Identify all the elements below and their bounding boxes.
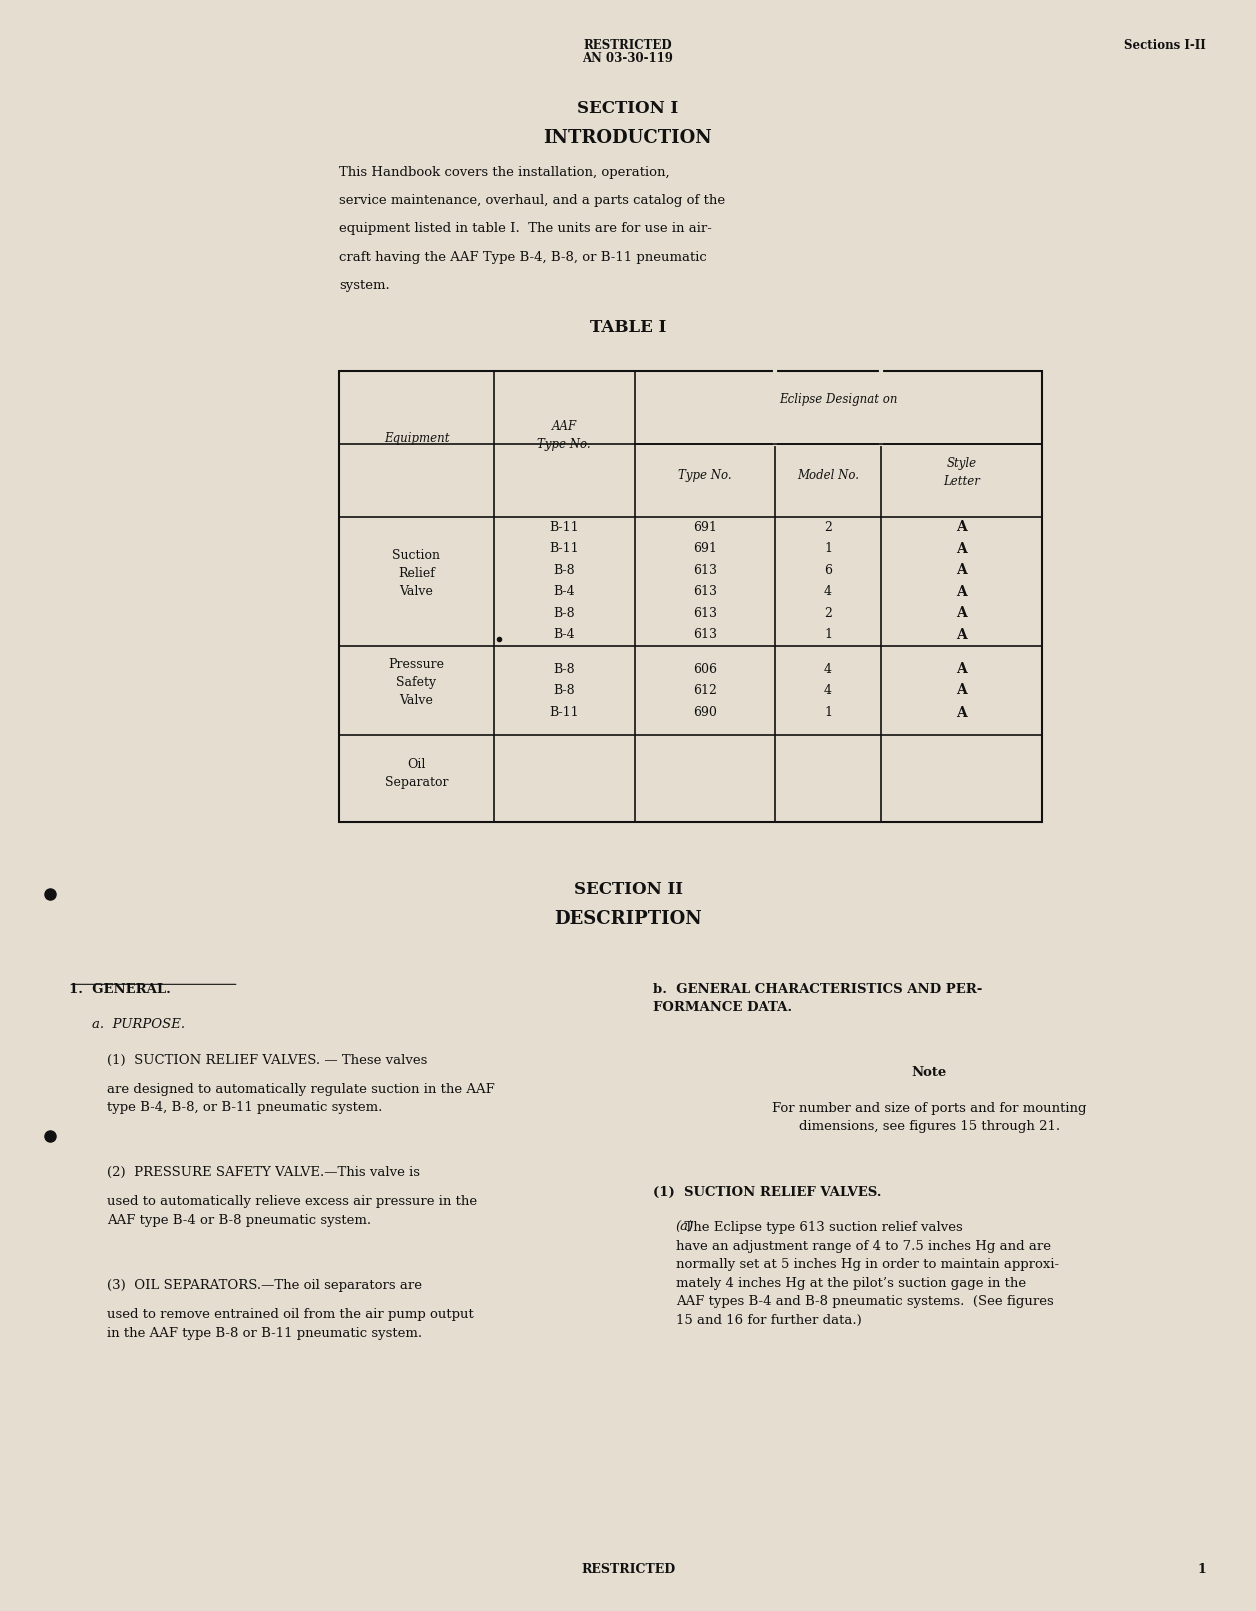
Text: This Handbook covers the installation, operation,: This Handbook covers the installation, o… — [339, 166, 669, 179]
Text: 2: 2 — [824, 520, 831, 533]
Text: Model No.: Model No. — [798, 469, 859, 482]
Text: 4: 4 — [824, 585, 831, 598]
Text: 613: 613 — [693, 607, 717, 620]
Text: 613: 613 — [693, 585, 717, 598]
Text: (2)  PRESSURE SAFETY VALVE.—This valve is: (2) PRESSURE SAFETY VALVE.—This valve is — [107, 1166, 420, 1179]
Text: used to automatically relieve excess air pressure in the
AAF type B-4 or B-8 pne: used to automatically relieve excess air… — [107, 1195, 477, 1228]
Text: B-8: B-8 — [554, 683, 575, 696]
Text: 613: 613 — [693, 564, 717, 577]
Text: SECTION I: SECTION I — [578, 100, 678, 118]
Text: A: A — [956, 541, 967, 556]
Text: B-11: B-11 — [549, 543, 579, 556]
Text: Type No.: Type No. — [678, 469, 732, 482]
Text: B-8: B-8 — [554, 662, 575, 675]
Text: 4: 4 — [824, 662, 831, 675]
Text: 690: 690 — [693, 706, 717, 719]
Text: INTRODUCTION: INTRODUCTION — [544, 129, 712, 147]
Text: Eclipse Designation: Eclipse Designation — [779, 393, 898, 406]
Text: equipment listed in table I.  The units are for use in air-: equipment listed in table I. The units a… — [339, 222, 712, 235]
Text: B-4: B-4 — [554, 585, 575, 598]
Text: system.: system. — [339, 279, 389, 292]
Text: DESCRIPTION: DESCRIPTION — [554, 910, 702, 928]
Text: 1: 1 — [824, 706, 831, 719]
Text: The Eclipse type 613 suction relief valves
have an adjustment range of 4 to 7.5 : The Eclipse type 613 suction relief valv… — [676, 1221, 1059, 1326]
Text: AN 03-30-119: AN 03-30-119 — [583, 52, 673, 64]
Text: A: A — [956, 662, 967, 677]
Text: AAF
Type No.: AAF Type No. — [538, 420, 592, 451]
Text: a.  PURPOSE.: a. PURPOSE. — [92, 1018, 185, 1031]
Text: Oil
Separator: Oil Separator — [384, 757, 448, 789]
Text: 6: 6 — [824, 564, 831, 577]
Text: A: A — [956, 585, 967, 599]
Text: B-11: B-11 — [549, 706, 579, 719]
Text: 2: 2 — [824, 607, 831, 620]
Text: 691: 691 — [693, 520, 717, 533]
Text: 691: 691 — [693, 543, 717, 556]
Text: B-11: B-11 — [549, 520, 579, 533]
Text: Suction
Relief
Valve: Suction Relief Valve — [392, 549, 441, 598]
Text: (a): (a) — [676, 1221, 693, 1234]
Text: b.  GENERAL CHARACTERISTICS AND PER-
FORMANCE DATA.: b. GENERAL CHARACTERISTICS AND PER- FORM… — [653, 983, 982, 1015]
Text: A: A — [956, 606, 967, 620]
Text: RESTRICTED: RESTRICTED — [582, 1563, 674, 1576]
Text: (1)  SUCTION RELIEF VALVES.: (1) SUCTION RELIEF VALVES. — [653, 1186, 882, 1199]
Text: (3)  OIL SEPARATORS.—The oil separators are: (3) OIL SEPARATORS.—The oil separators a… — [107, 1279, 422, 1292]
Text: A: A — [956, 628, 967, 641]
Text: craft having the AAF Type B-4, B-8, or B-11 pneumatic: craft having the AAF Type B-4, B-8, or B… — [339, 250, 707, 264]
Bar — [339, 371, 1042, 822]
Text: Equipment: Equipment — [384, 432, 450, 445]
Text: SECTION II: SECTION II — [574, 881, 682, 899]
Text: B-8: B-8 — [554, 607, 575, 620]
Text: A: A — [956, 706, 967, 720]
Text: A: A — [956, 564, 967, 577]
Text: 1: 1 — [824, 543, 831, 556]
Text: 1: 1 — [1197, 1563, 1206, 1576]
Text: Note: Note — [912, 1066, 947, 1079]
Text: B-4: B-4 — [554, 628, 575, 641]
Text: TABLE I: TABLE I — [590, 319, 666, 337]
Text: are designed to automatically regulate suction in the AAF
type B-4, B-8, or B-11: are designed to automatically regulate s… — [107, 1083, 495, 1115]
Text: service maintenance, overhaul, and a parts catalog of the: service maintenance, overhaul, and a par… — [339, 193, 725, 208]
Text: used to remove entrained oil from the air pump output
in the AAF type B-8 or B-1: used to remove entrained oil from the ai… — [107, 1308, 474, 1340]
Text: 1: 1 — [824, 628, 831, 641]
Text: Sections I-II: Sections I-II — [1124, 39, 1206, 52]
Text: B-8: B-8 — [554, 564, 575, 577]
Text: RESTRICTED: RESTRICTED — [584, 39, 672, 52]
Text: Style
Letter: Style Letter — [943, 456, 980, 488]
Text: 1.  GENERAL.: 1. GENERAL. — [69, 983, 171, 996]
Text: For number and size of ports and for mounting
dimensions, see figures 15 through: For number and size of ports and for mou… — [772, 1102, 1086, 1134]
Text: A: A — [956, 520, 967, 535]
Text: 613: 613 — [693, 628, 717, 641]
Text: A: A — [956, 683, 967, 698]
Text: 4: 4 — [824, 683, 831, 696]
Text: 612: 612 — [693, 683, 717, 696]
Text: (1)  SUCTION RELIEF VALVES. — These valves: (1) SUCTION RELIEF VALVES. — These valve… — [107, 1054, 427, 1066]
Text: 606: 606 — [693, 662, 717, 675]
Text: Pressure
Safety
Valve: Pressure Safety Valve — [388, 657, 445, 707]
